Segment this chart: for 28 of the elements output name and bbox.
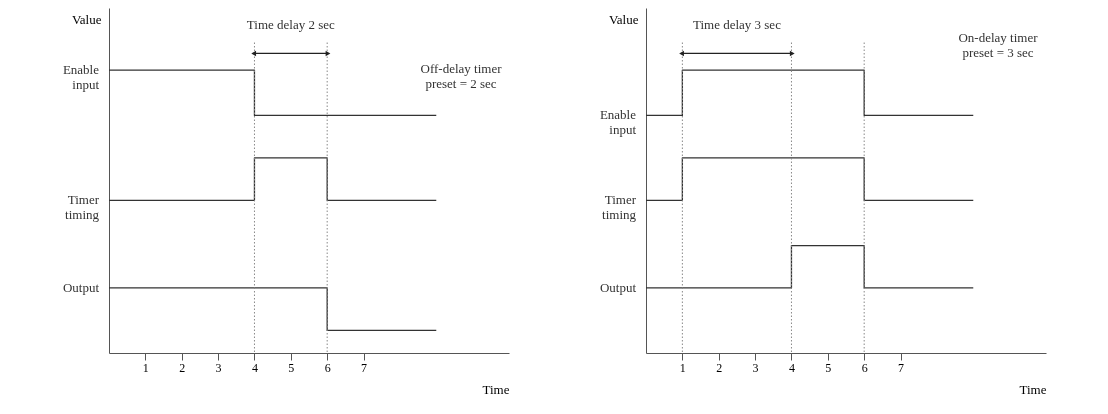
- x-tick-label: 6: [861, 360, 868, 375]
- x-tick-label: 1: [679, 360, 686, 375]
- series-label: Enable input: [62, 62, 100, 93]
- x-tick-label: 7: [898, 360, 905, 375]
- series-label: Output: [62, 279, 100, 295]
- x-tick-label: 3: [752, 360, 759, 375]
- text: On-delay timer preset = 3 sec: [958, 30, 1039, 61]
- x-tick-label: 4: [788, 360, 795, 375]
- series-label: Timer timing: [65, 192, 100, 223]
- x-tick-label: 2: [179, 360, 186, 375]
- x-tick-label: 1: [142, 360, 149, 375]
- series-label: Timer timing: [602, 192, 637, 223]
- x-tick-label: 6: [324, 360, 331, 375]
- x-axis-title: Time: [1019, 381, 1047, 397]
- y-axis-title: Value: [608, 11, 639, 27]
- x-tick-label: 7: [361, 360, 368, 375]
- x-tick-label: 5: [288, 360, 295, 375]
- text: Time delay 3 sec: [692, 17, 782, 33]
- text: Time delay 2 sec: [246, 17, 336, 33]
- x-tick-label: 4: [251, 360, 258, 375]
- x-tick-label: 5: [825, 360, 832, 375]
- x-tick-label: 2: [716, 360, 723, 375]
- series-label: Enable input: [599, 107, 637, 138]
- annotation: Off-delay timer preset = 2 sec: [420, 61, 503, 92]
- series-label: Output: [599, 279, 637, 295]
- x-axis-title: Time: [482, 381, 510, 397]
- x-tick-label: 3: [215, 360, 222, 375]
- y-axis-title: Value: [71, 11, 102, 27]
